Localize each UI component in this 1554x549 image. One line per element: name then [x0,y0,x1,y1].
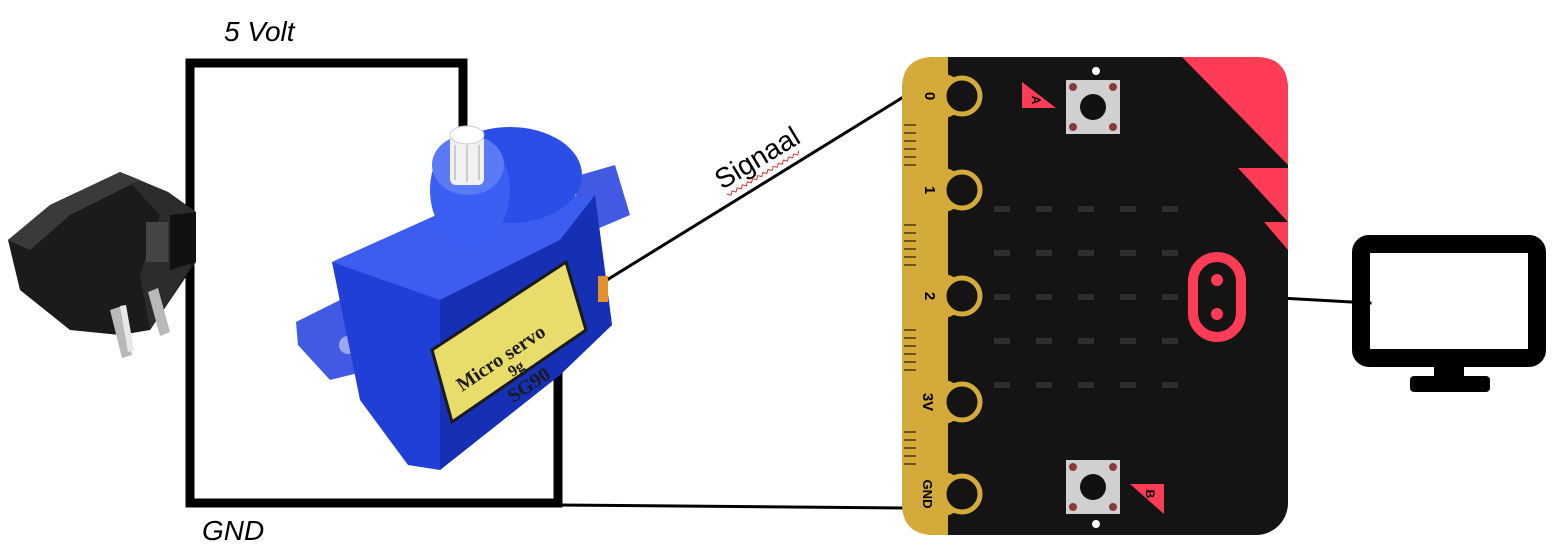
servo-text-line2: 9g [505,358,528,381]
accent-chevron-1 [1238,168,1288,222]
servo-sticker [430,259,588,425]
monitor-icon [1352,235,1546,392]
voltage-label: 5 Volt [224,16,296,47]
svg-text:1: 1 [921,186,938,194]
wire-signal [599,93,908,286]
wires [185,58,1372,510]
microbit-logo-icon [1188,252,1246,342]
pin-1: 1 [905,168,983,212]
button-b: B [1066,460,1164,528]
svg-text:0: 0 [921,92,938,100]
svg-text:GND: GND [920,480,935,509]
pin-gnd: GND [905,472,983,516]
svg-text:A: A [1029,96,1043,105]
svg-text:2: 2 [921,292,938,300]
accent-chevron-2 [1264,222,1288,250]
svg-text:B: B [1143,490,1157,499]
led-matrix [994,206,1178,388]
button-a: A [1022,67,1120,134]
ground-label: GND [202,515,264,546]
wire-5v [185,58,468,217]
pin-0: 0 [905,74,983,118]
pin-2: 2 [905,274,983,318]
wire-gnd-microbit [556,503,907,510]
pin-3v: 3V [905,380,983,424]
svg-text:3V: 3V [919,393,936,411]
power-adapter-icon [8,172,196,358]
microbit-board [902,57,1288,535]
signal-label-spellcheck [726,150,800,196]
corner-accent [1182,57,1288,165]
wire-gnd-loop [185,263,563,508]
servo-motor-icon: Micro servo 9g SG90 [296,125,630,470]
microbit-board-icon: 0 1 2 3V GND [902,57,1288,535]
